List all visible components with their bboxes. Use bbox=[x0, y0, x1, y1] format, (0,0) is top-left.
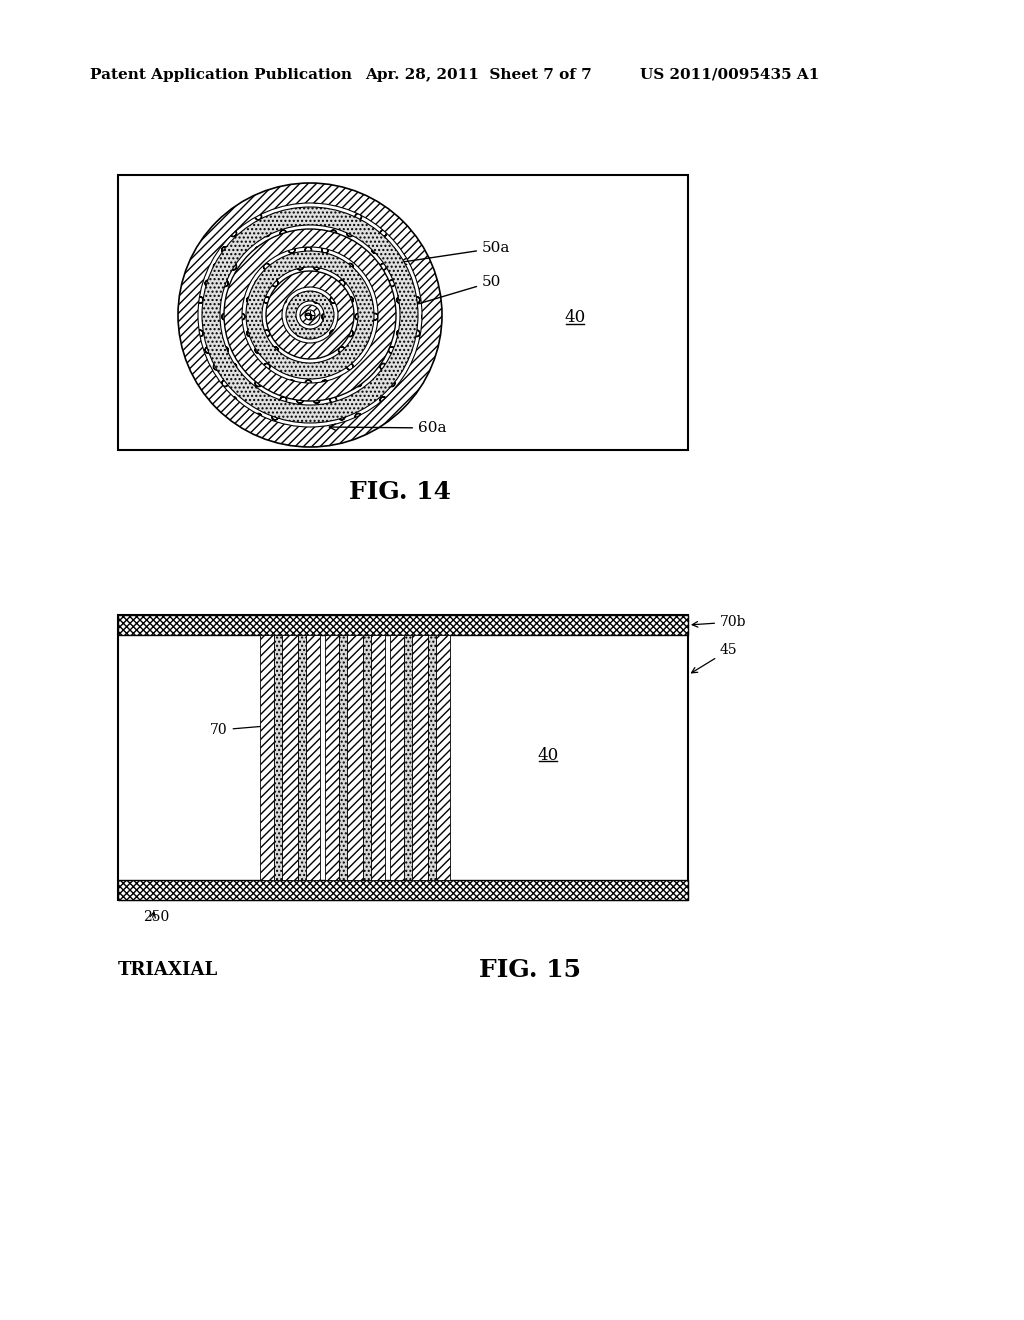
Bar bbox=[118, 615, 688, 900]
Circle shape bbox=[296, 301, 324, 329]
Bar bbox=[118, 176, 688, 450]
Text: FIG. 15: FIG. 15 bbox=[479, 958, 581, 982]
Circle shape bbox=[300, 305, 319, 325]
Circle shape bbox=[224, 228, 396, 401]
Bar bbox=[347, 635, 362, 880]
Bar bbox=[371, 635, 385, 880]
Bar bbox=[118, 880, 688, 900]
Text: TRIAXIAL: TRIAXIAL bbox=[118, 961, 218, 979]
Text: 45: 45 bbox=[691, 643, 737, 673]
Circle shape bbox=[286, 290, 334, 339]
Bar bbox=[260, 635, 274, 880]
Bar bbox=[436, 635, 450, 880]
Bar bbox=[428, 635, 436, 880]
Bar bbox=[390, 635, 404, 880]
Circle shape bbox=[266, 271, 354, 359]
Bar bbox=[362, 635, 371, 880]
Text: 40: 40 bbox=[564, 309, 586, 326]
Circle shape bbox=[220, 224, 400, 405]
Bar bbox=[282, 635, 298, 880]
Bar bbox=[412, 635, 428, 880]
Text: 50: 50 bbox=[358, 275, 502, 323]
Circle shape bbox=[246, 251, 374, 379]
Circle shape bbox=[198, 203, 422, 426]
Text: 50a: 50a bbox=[400, 242, 510, 264]
Text: US 2011/0095435 A1: US 2011/0095435 A1 bbox=[640, 69, 819, 82]
Bar bbox=[274, 635, 282, 880]
Circle shape bbox=[178, 183, 442, 447]
Bar bbox=[118, 615, 688, 635]
Text: 60a: 60a bbox=[330, 421, 446, 436]
Text: 250: 250 bbox=[143, 909, 169, 924]
Bar bbox=[306, 635, 319, 880]
Text: Patent Application Publication: Patent Application Publication bbox=[90, 69, 352, 82]
Bar bbox=[339, 635, 347, 880]
Circle shape bbox=[282, 286, 338, 343]
Bar bbox=[404, 635, 412, 880]
Bar bbox=[325, 635, 339, 880]
Circle shape bbox=[202, 207, 418, 422]
Text: 40: 40 bbox=[538, 747, 559, 763]
Circle shape bbox=[305, 310, 315, 319]
Bar bbox=[298, 635, 306, 880]
Text: FIG. 14: FIG. 14 bbox=[349, 480, 451, 504]
Text: Apr. 28, 2011  Sheet 7 of 7: Apr. 28, 2011 Sheet 7 of 7 bbox=[365, 69, 592, 82]
Text: 70: 70 bbox=[210, 723, 273, 737]
Text: 70b: 70b bbox=[692, 615, 746, 630]
Circle shape bbox=[262, 267, 358, 363]
Circle shape bbox=[242, 247, 378, 383]
